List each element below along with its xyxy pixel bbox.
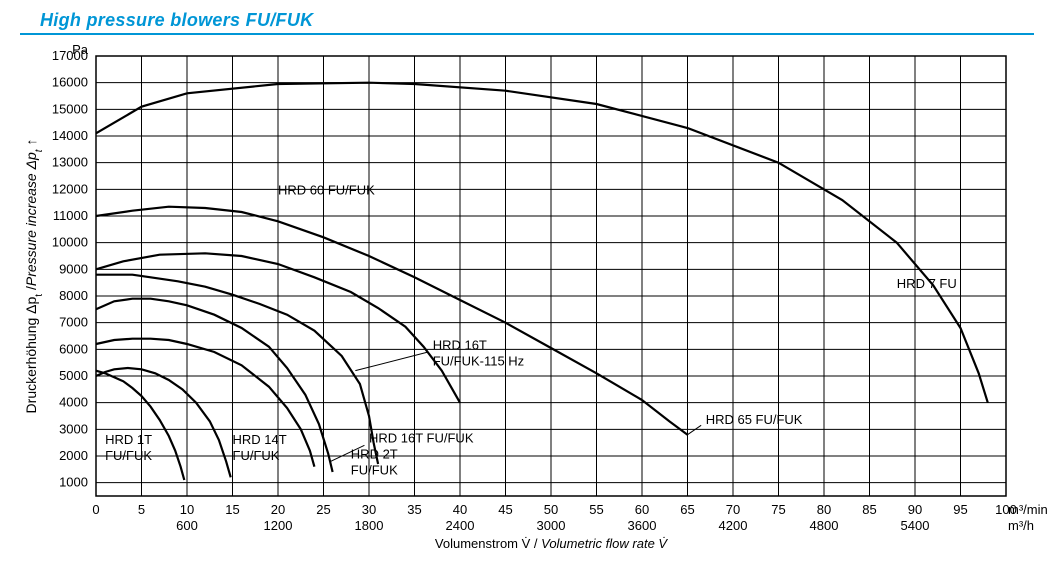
y-tick: 16000 [52,75,88,90]
curve-label: FU/FUK [105,448,152,463]
y-tick: 12000 [52,181,88,196]
y-tick: 6000 [59,341,88,356]
y-tick: 8000 [59,288,88,303]
x-bottom-tick: 4800 [810,518,839,533]
x-top-tick: 65 [680,502,694,517]
x-top-tick: 25 [316,502,330,517]
curve-label: HRD 16T [433,337,487,352]
x-bottom-tick: 3000 [537,518,566,533]
y-axis-label: Druckerhöhung Δpt /Pressure increase Δpt… [23,139,45,414]
curve-label: HRD 2T [351,447,398,462]
y-unit: Pa [72,42,89,57]
x-top-tick: 35 [407,502,421,517]
curve-label: HRD 65 FU/FUK [706,412,803,427]
x-bottom-tick: 4200 [719,518,748,533]
x-top-tick: 15 [225,502,239,517]
curve-hrd-65-fu-fuk [96,207,688,435]
curve-hrd-1t-fu-fuk [96,371,184,480]
x-bottom-tick: 1800 [355,518,384,533]
x-bottom-tick: 5400 [901,518,930,533]
x-top-tick: 75 [771,502,785,517]
y-tick: 14000 [52,128,88,143]
x-unit-top: m³/min [1008,502,1048,517]
leader-line [688,425,702,434]
y-tick: 3000 [59,421,88,436]
x-top-tick: 55 [589,502,603,517]
y-tick: 13000 [52,155,88,170]
leader-line [355,352,428,371]
page-root: High pressure blowers FU/FUK 05101520253… [0,0,1054,576]
x-top-tick: 60 [635,502,649,517]
x-top-tick: 10 [180,502,194,517]
x-top-tick: 90 [908,502,922,517]
x-top-tick: 30 [362,502,376,517]
x-bottom-tick: 3600 [628,518,657,533]
curve-label: HRD 60 FU/FUK [278,183,375,198]
x-bottom-tick: 1200 [264,518,293,533]
x-top-tick: 0 [92,502,99,517]
x-top-tick: 50 [544,502,558,517]
x-top-tick: 80 [817,502,831,517]
y-tick: 7000 [59,315,88,330]
x-top-tick: 95 [953,502,967,517]
y-tick: 11000 [53,208,88,223]
performance-chart: 0 5 10 15 20 25 30 35 40 45 50 55 60 65 70 75 80 85 90 95 10… [0,0,1054,576]
curve-label: FU/FUK [233,448,280,463]
y-tick: 2000 [59,448,88,463]
x-top-tick: 5 [138,502,145,517]
curve-label: FU/FUK [351,463,398,478]
x-bottom-tick: 2400 [446,518,475,533]
curve-label: HRD 14T [233,432,287,447]
curve-label: HRD 16T FU/FUK [369,431,474,446]
y-tick: 10000 [52,235,88,250]
x-top-tick: 20 [271,502,285,517]
y-tick: 1000 [59,475,88,490]
x-top-tick: 45 [498,502,512,517]
y-tick: 15000 [52,101,88,116]
x-axis-label: Volumenstrom V̇ / Volumetric flow rate V… [435,536,668,551]
y-tick: 9000 [59,261,88,276]
curve-label: HRD 1T [105,432,152,447]
curve-label: FU/FUK-115 Hz [433,353,525,368]
x-top-tick: 70 [726,502,740,517]
x-bottom-tick: 600 [176,518,198,533]
x-top-tick: 85 [862,502,876,517]
y-tick: 4000 [59,395,88,410]
y-tick: 5000 [59,368,88,383]
curve-label: HRD 7 FU [897,276,957,291]
x-top-tick: 40 [453,502,467,517]
x-unit-bottom: m³/h [1008,518,1034,533]
